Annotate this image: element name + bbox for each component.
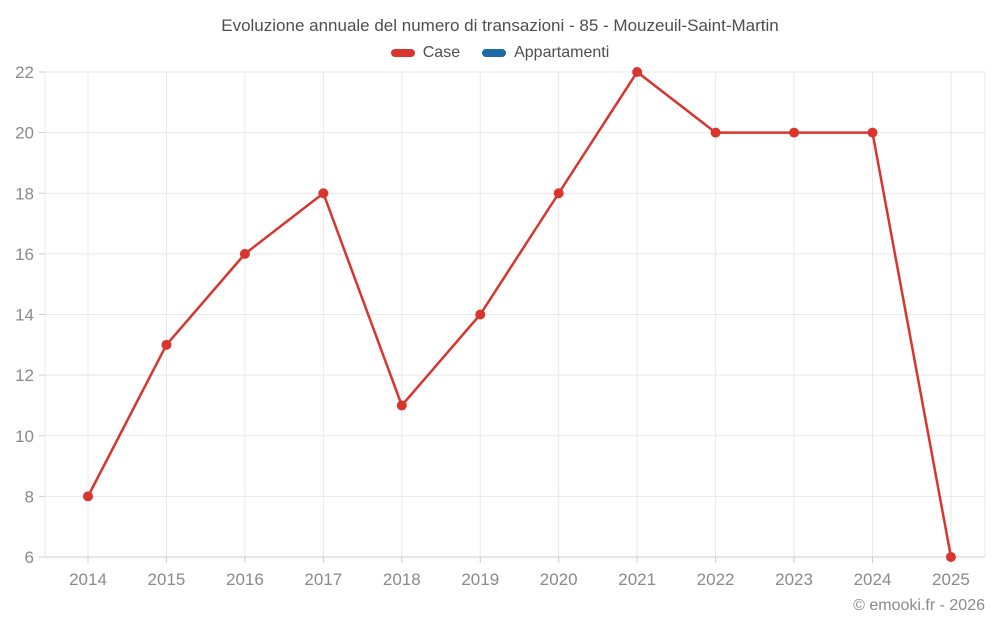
series-line-case bbox=[86, 70, 953, 558]
legend-label: Appartamenti bbox=[514, 44, 610, 61]
data-point-2023[interactable] bbox=[789, 127, 800, 138]
x-tick-label: 2023 bbox=[775, 570, 813, 589]
data-point-2018[interactable] bbox=[396, 400, 407, 411]
data-point-2022[interactable] bbox=[710, 127, 721, 138]
chart-legend: Case Appartamenti bbox=[0, 44, 1000, 62]
data-point-2021[interactable] bbox=[632, 67, 643, 77]
data-point-2024[interactable] bbox=[867, 127, 878, 138]
x-tick-label: 2015 bbox=[148, 570, 186, 589]
y-tick-label: 16 bbox=[15, 245, 34, 264]
x-tick-label: 2021 bbox=[618, 570, 656, 589]
x-tick-label: 2022 bbox=[697, 570, 735, 589]
legend-item-case[interactable]: Case bbox=[390, 44, 461, 62]
x-tick-label: 2014 bbox=[69, 570, 107, 589]
data-point-2014[interactable] bbox=[83, 491, 93, 502]
data-point-2015[interactable] bbox=[161, 339, 172, 350]
y-tick-label: 20 bbox=[15, 124, 34, 143]
y-tick-label: 22 bbox=[15, 63, 34, 82]
y-tick-label: 6 bbox=[25, 548, 34, 567]
y-tick-label: 8 bbox=[25, 487, 34, 506]
data-point-2019[interactable] bbox=[475, 309, 486, 320]
y-tick-label: 14 bbox=[15, 306, 34, 325]
legend-swatch bbox=[390, 49, 415, 57]
x-tick-label: 2020 bbox=[540, 570, 578, 589]
x-tick-label: 2016 bbox=[226, 570, 264, 589]
chart-title: Evoluzione annuale del numero di transaz… bbox=[221, 16, 779, 35]
legend-label: Case bbox=[422, 44, 461, 61]
x-tick-label: 2019 bbox=[461, 570, 499, 589]
y-tick-label: 10 bbox=[15, 427, 34, 446]
data-point-2025[interactable] bbox=[945, 552, 956, 562]
y-tick-label: 12 bbox=[15, 366, 34, 385]
legend-swatch bbox=[482, 49, 507, 57]
x-tick-label: 2018 bbox=[383, 570, 421, 589]
data-point-2017[interactable] bbox=[318, 188, 329, 199]
x-tick-label: 2017 bbox=[304, 570, 342, 589]
legend-item-appartamenti[interactable]: Appartamenti bbox=[482, 44, 609, 62]
copyright-footer: © emooki.fr - 2026 bbox=[853, 597, 985, 614]
y-tick-label: 18 bbox=[15, 184, 34, 203]
x-tick-label: 2025 bbox=[932, 570, 970, 589]
data-point-2016[interactable] bbox=[239, 248, 250, 259]
x-tick-label: 2024 bbox=[854, 570, 892, 589]
data-point-2020[interactable] bbox=[553, 188, 564, 199]
